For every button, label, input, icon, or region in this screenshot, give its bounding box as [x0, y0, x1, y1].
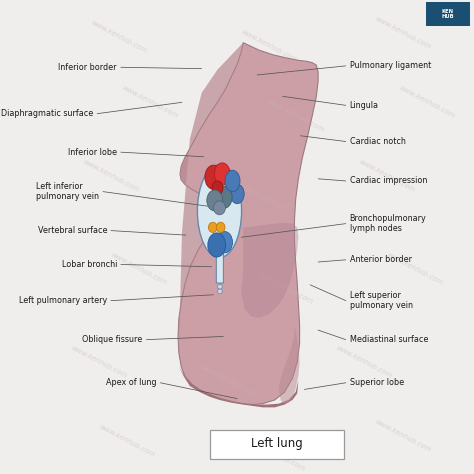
Text: www.kenhub.com: www.kenhub.com: [386, 252, 444, 286]
Text: Lingula: Lingula: [350, 101, 379, 110]
Text: Mediastinal surface: Mediastinal surface: [350, 335, 428, 344]
Ellipse shape: [218, 289, 222, 294]
Polygon shape: [179, 366, 299, 407]
Text: Lobar bronchi: Lobar bronchi: [62, 260, 117, 269]
Text: www.kenhub.com: www.kenhub.com: [70, 345, 128, 379]
Text: Cardiac notch: Cardiac notch: [350, 137, 406, 146]
Ellipse shape: [208, 233, 226, 257]
Ellipse shape: [218, 284, 222, 289]
Text: Left pulmonary artery: Left pulmonary artery: [19, 296, 107, 305]
Text: www.kenhub.com: www.kenhub.com: [374, 15, 432, 50]
Text: Anterior border: Anterior border: [350, 255, 412, 264]
Text: www.kenhub.com: www.kenhub.com: [228, 178, 286, 212]
Text: Left superior
pulmonary vein: Left superior pulmonary vein: [350, 291, 413, 310]
Ellipse shape: [230, 184, 244, 204]
Polygon shape: [241, 223, 299, 318]
Text: Vertebral surface: Vertebral surface: [37, 226, 107, 235]
Text: Left lung: Left lung: [251, 437, 302, 450]
Ellipse shape: [225, 170, 240, 191]
FancyBboxPatch shape: [426, 2, 470, 27]
Text: Superior lobe: Superior lobe: [350, 378, 404, 387]
Text: www.kenhub.com: www.kenhub.com: [98, 423, 156, 458]
Text: www.kenhub.com: www.kenhub.com: [201, 363, 258, 398]
Ellipse shape: [214, 201, 226, 215]
Ellipse shape: [197, 164, 242, 257]
Text: Pulmonary ligament: Pulmonary ligament: [350, 62, 431, 70]
Polygon shape: [178, 43, 243, 353]
Polygon shape: [178, 43, 318, 405]
FancyBboxPatch shape: [210, 430, 344, 459]
Text: www.kenhub.com: www.kenhub.com: [335, 345, 392, 379]
Ellipse shape: [205, 165, 222, 189]
Text: Inferior lobe: Inferior lobe: [68, 148, 117, 157]
Text: Apex of lung: Apex of lung: [106, 378, 156, 387]
Text: Inferior border: Inferior border: [58, 63, 117, 72]
Text: www.kenhub.com: www.kenhub.com: [90, 20, 148, 55]
Text: Diaphragmatic surface: Diaphragmatic surface: [1, 109, 93, 118]
Text: www.kenhub.com: www.kenhub.com: [398, 85, 456, 119]
Ellipse shape: [216, 186, 232, 209]
Text: www.kenhub.com: www.kenhub.com: [267, 99, 326, 133]
Text: Left inferior
pulmonary vein: Left inferior pulmonary vein: [36, 182, 99, 201]
Text: Oblique fissure: Oblique fissure: [82, 335, 143, 344]
Text: KEN
HUB: KEN HUB: [442, 9, 454, 19]
Text: www.kenhub.com: www.kenhub.com: [82, 159, 140, 194]
Text: www.kenhub.com: www.kenhub.com: [374, 419, 432, 454]
Text: www.kenhub.com: www.kenhub.com: [255, 270, 314, 305]
Ellipse shape: [217, 231, 233, 253]
Ellipse shape: [214, 163, 230, 185]
Ellipse shape: [209, 222, 217, 232]
Text: Cardiac impression: Cardiac impression: [350, 176, 427, 185]
Text: www.kenhub.com: www.kenhub.com: [109, 252, 168, 286]
Ellipse shape: [212, 181, 223, 195]
Text: www.kenhub.com: www.kenhub.com: [248, 438, 306, 472]
Ellipse shape: [216, 222, 225, 232]
Text: www.kenhub.com: www.kenhub.com: [121, 85, 180, 119]
Ellipse shape: [207, 190, 223, 211]
Polygon shape: [279, 325, 300, 404]
FancyBboxPatch shape: [216, 253, 223, 283]
Text: www.kenhub.com: www.kenhub.com: [358, 159, 416, 194]
Text: www.kenhub.com: www.kenhub.com: [240, 29, 298, 64]
Text: Bronchopulmonary
lymph nodes: Bronchopulmonary lymph nodes: [350, 214, 427, 233]
